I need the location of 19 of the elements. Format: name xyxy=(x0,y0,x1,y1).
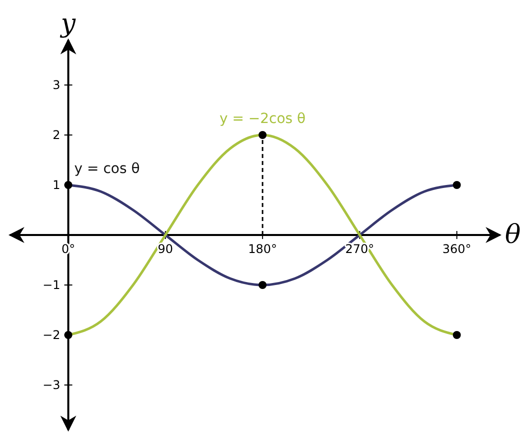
point xyxy=(64,331,72,339)
point xyxy=(258,281,267,289)
point xyxy=(64,181,72,189)
y-tick-label: 3 xyxy=(52,78,60,92)
y-tick-label: 1 xyxy=(52,178,60,192)
y-axis-title: y xyxy=(60,9,76,39)
point xyxy=(452,331,461,339)
series-label: y = cos θ xyxy=(74,161,140,177)
series-label: y = −2cos θ xyxy=(219,111,306,127)
point xyxy=(258,131,267,139)
y-tick-label: 2 xyxy=(52,128,60,142)
y-tick-label: −3 xyxy=(42,378,60,392)
x-tick-label: 180° xyxy=(248,242,278,256)
point xyxy=(452,181,461,189)
x-tick-label: 360° xyxy=(442,242,472,256)
y-tick-label: −1 xyxy=(42,278,60,292)
x-axis-title: θ xyxy=(505,220,521,250)
y-tick-label: −2 xyxy=(42,328,60,342)
x-tick-label: 90 xyxy=(158,242,174,256)
